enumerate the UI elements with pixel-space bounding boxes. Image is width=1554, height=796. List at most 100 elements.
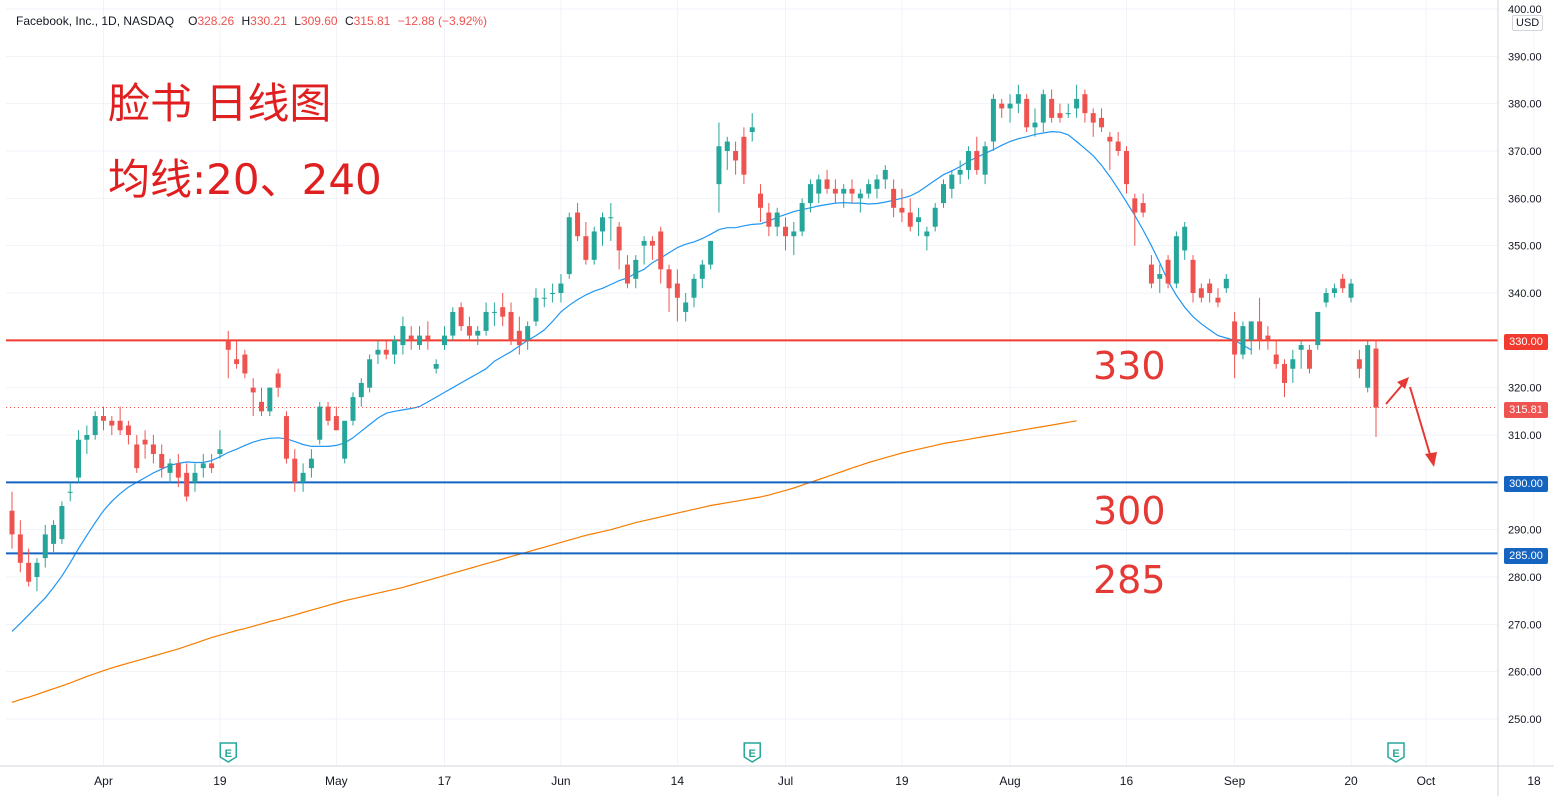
- candle-body: [1049, 98, 1055, 118]
- candle-body: [957, 169, 963, 175]
- candle: [1265, 326, 1271, 350]
- candle-body: [566, 217, 572, 275]
- candle: [1074, 84, 1080, 118]
- candle-body: [857, 193, 863, 199]
- candle-body: [691, 278, 697, 298]
- currency-unit[interactable]: USD: [1512, 15, 1544, 31]
- level-note-285: 285: [1093, 558, 1166, 602]
- candle-body: [491, 311, 497, 313]
- earnings-marker-label: E: [1392, 748, 1399, 760]
- symbol-name: Facebook, Inc., 1D, NASDAQ: [16, 14, 175, 28]
- candle: [441, 326, 447, 350]
- candle: [699, 259, 705, 289]
- candle: [1223, 274, 1229, 293]
- candle-body: [516, 330, 522, 346]
- candle: [400, 316, 406, 355]
- candle-body: [242, 354, 248, 374]
- candle: [683, 293, 689, 322]
- high-label: H: [241, 14, 251, 28]
- candle-body: [832, 188, 838, 194]
- candle: [782, 217, 788, 251]
- candle: [483, 302, 489, 336]
- candle-body: [483, 311, 489, 331]
- candle: [990, 94, 996, 151]
- candle: [591, 226, 597, 265]
- candle: [1340, 274, 1346, 293]
- candle-body: [100, 416, 106, 421]
- candle: [308, 449, 314, 478]
- candle-body: [1248, 321, 1254, 341]
- candle-body: [749, 127, 755, 133]
- candle: [59, 501, 65, 544]
- candle: [217, 430, 223, 459]
- candle: [583, 222, 589, 265]
- candle: [1290, 349, 1296, 383]
- y-tick-label: 360.00: [1508, 193, 1542, 205]
- candle-body: [417, 335, 423, 346]
- candle-body: [824, 179, 830, 189]
- candle-body: [541, 297, 547, 299]
- candle: [175, 453, 181, 488]
- candle-body: [134, 444, 140, 469]
- x-tick-label: 18: [1527, 774, 1541, 788]
- candle: [957, 160, 963, 185]
- candle: [1365, 340, 1371, 393]
- candle: [691, 274, 697, 308]
- candle: [1207, 278, 1213, 303]
- candle-body: [250, 387, 256, 393]
- candle-body: [1148, 264, 1154, 284]
- candle-body: [1182, 226, 1188, 251]
- candle: [1132, 193, 1138, 246]
- candle: [142, 430, 148, 459]
- candle-body: [84, 435, 90, 440]
- candle: [267, 387, 273, 417]
- candle-body: [1057, 113, 1063, 118]
- candle: [566, 212, 572, 279]
- candle: [209, 453, 215, 473]
- candle-body: [1157, 274, 1163, 279]
- candle: [541, 288, 547, 308]
- candle: [1140, 193, 1146, 218]
- candle: [134, 435, 140, 473]
- candle-body: [466, 326, 472, 336]
- ma240-layer: [11, 420, 1077, 703]
- candle: [167, 458, 173, 483]
- candle: [533, 288, 539, 327]
- candle: [1024, 94, 1030, 133]
- candle: [1282, 359, 1288, 398]
- candle: [841, 184, 847, 208]
- candle-body: [300, 472, 306, 483]
- candle: [824, 169, 830, 194]
- candle-body: [184, 472, 190, 497]
- candle: [450, 307, 456, 341]
- candle-body: [816, 179, 822, 194]
- candle-body: [109, 420, 115, 426]
- candle-body: [774, 212, 780, 227]
- candle: [816, 174, 822, 204]
- candle: [741, 127, 747, 185]
- candle: [408, 326, 414, 350]
- candle: [916, 207, 922, 237]
- candle-body: [782, 226, 788, 237]
- candle-body: [1340, 278, 1346, 289]
- x-tick-label: Aug: [999, 774, 1020, 788]
- candle-body: [600, 217, 606, 232]
- candle: [1032, 108, 1038, 137]
- candle-body: [308, 458, 314, 469]
- candle-body: [1074, 98, 1080, 109]
- candle: [125, 420, 131, 445]
- x-tick-label: May: [325, 774, 348, 788]
- candle: [516, 316, 522, 355]
- candle-body: [982, 146, 988, 175]
- low-label: L: [294, 14, 301, 28]
- candle-body: [76, 439, 82, 478]
- candle-body: [932, 207, 938, 227]
- candle-body: [167, 463, 173, 473]
- candle: [649, 236, 655, 260]
- candle: [1065, 103, 1071, 118]
- candle: [508, 302, 514, 346]
- candle-body: [441, 335, 447, 346]
- candle-body: [1356, 359, 1362, 369]
- candle-body: [1190, 259, 1196, 293]
- candle-body: [367, 359, 373, 388]
